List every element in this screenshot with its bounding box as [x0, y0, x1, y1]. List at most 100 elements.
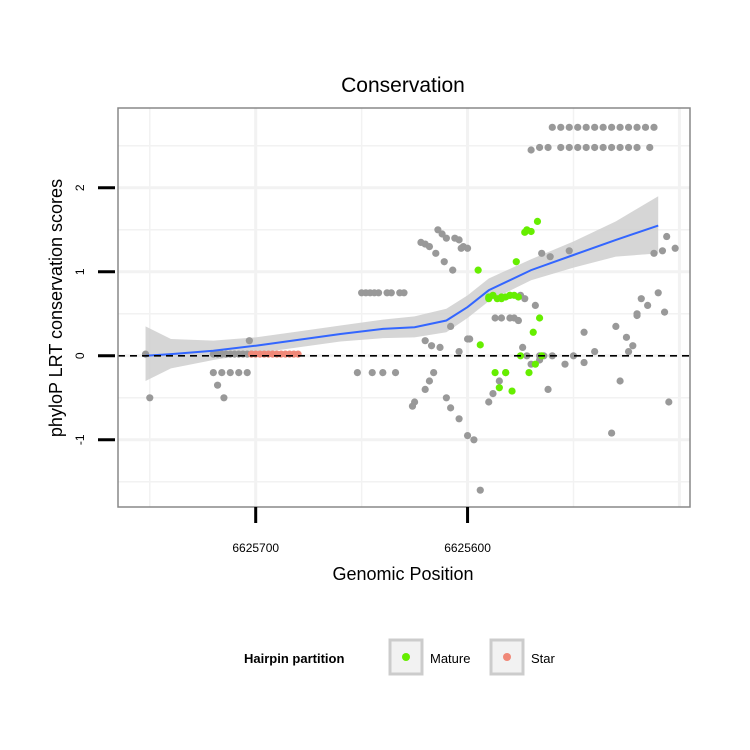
point-other — [425, 243, 434, 251]
confidence-band — [145, 196, 659, 381]
point-other — [582, 143, 590, 152]
point-other — [226, 369, 234, 377]
point-other — [527, 146, 535, 154]
point-mature — [495, 384, 503, 392]
point-other — [565, 123, 573, 131]
point-other — [548, 123, 556, 131]
point-other — [457, 244, 465, 252]
y-tick-label: 2 — [73, 184, 87, 191]
legend-dot-mature — [402, 653, 410, 661]
point-other — [650, 123, 658, 131]
point-mature — [533, 217, 542, 225]
legend-entry-star: Star — [489, 638, 556, 676]
point-mature — [514, 293, 523, 301]
grid-lines — [118, 108, 690, 507]
point-mature — [529, 328, 537, 336]
point-mature — [497, 293, 506, 301]
point-other — [582, 123, 590, 131]
point-other — [633, 143, 641, 152]
point-other — [544, 385, 552, 393]
point-other — [637, 295, 645, 303]
point-other — [569, 352, 578, 360]
point-other — [421, 337, 429, 345]
x-axis-ticks: 6625700 6625600 — [232, 507, 491, 555]
point-other — [599, 143, 607, 152]
point-other — [213, 381, 222, 389]
point-other — [245, 337, 253, 345]
panel-border — [117, 107, 691, 508]
point-other — [521, 295, 529, 303]
point-other — [449, 266, 457, 274]
series-star — [247, 350, 302, 358]
point-other — [608, 123, 616, 131]
point-other — [235, 369, 243, 377]
point-mature — [506, 291, 514, 299]
point-other — [591, 123, 599, 131]
point-other — [629, 342, 637, 350]
point-mature — [527, 227, 535, 236]
point-other — [387, 289, 395, 297]
point-other — [489, 390, 497, 398]
point-other — [535, 143, 544, 152]
point-mature — [502, 369, 510, 377]
point-other — [580, 358, 588, 367]
point-other — [425, 377, 434, 385]
point-other — [646, 143, 654, 152]
point-star — [294, 350, 302, 358]
points-layer — [141, 123, 679, 494]
point-other — [538, 249, 546, 257]
point-other — [608, 429, 616, 437]
point-other — [421, 385, 429, 393]
point-other — [218, 369, 226, 377]
point-other — [622, 333, 631, 341]
point-other — [368, 369, 376, 377]
point-other — [432, 249, 440, 257]
point-other — [591, 348, 599, 356]
point-other — [612, 322, 620, 330]
point-other — [442, 234, 450, 242]
legend-label-star: Star — [531, 651, 556, 666]
point-other — [665, 398, 673, 406]
point-other — [455, 415, 463, 423]
point-other — [624, 143, 633, 152]
point-other — [624, 123, 633, 131]
point-other — [650, 249, 658, 257]
smooth-line-layer — [145, 224, 659, 357]
point-other — [243, 369, 251, 377]
y-tick-label: 1 — [73, 268, 87, 275]
legend: Hairpin partition Mature Star — [244, 638, 556, 676]
point-other — [561, 360, 569, 368]
x-tick-label: 6625600 — [444, 541, 491, 555]
smooth-line — [145, 224, 659, 357]
point-other — [574, 123, 582, 131]
point-other — [671, 244, 679, 252]
point-other — [641, 123, 650, 131]
point-other — [447, 404, 455, 412]
point-other — [379, 369, 387, 377]
point-other — [146, 394, 154, 402]
point-other — [565, 247, 573, 255]
point-other — [476, 486, 484, 494]
point-mature — [474, 266, 482, 274]
panel-background — [118, 108, 690, 507]
point-other — [485, 398, 493, 406]
point-other — [491, 314, 499, 322]
y-axis-ticks: -1 0 1 2 — [73, 184, 115, 445]
point-other — [442, 394, 450, 402]
point-mature — [512, 258, 520, 266]
x-tick-label: 6625700 — [232, 541, 279, 555]
point-other — [220, 394, 228, 402]
point-other — [495, 377, 503, 385]
confidence-band-layer — [145, 196, 659, 381]
point-other — [427, 342, 436, 350]
point-other — [497, 314, 506, 322]
point-other — [624, 348, 633, 356]
point-other — [633, 123, 641, 131]
point-other — [633, 311, 641, 320]
point-mature — [485, 295, 493, 303]
point-other — [391, 369, 400, 377]
point-other — [557, 123, 565, 131]
point-other — [654, 289, 662, 297]
point-other — [436, 343, 444, 351]
